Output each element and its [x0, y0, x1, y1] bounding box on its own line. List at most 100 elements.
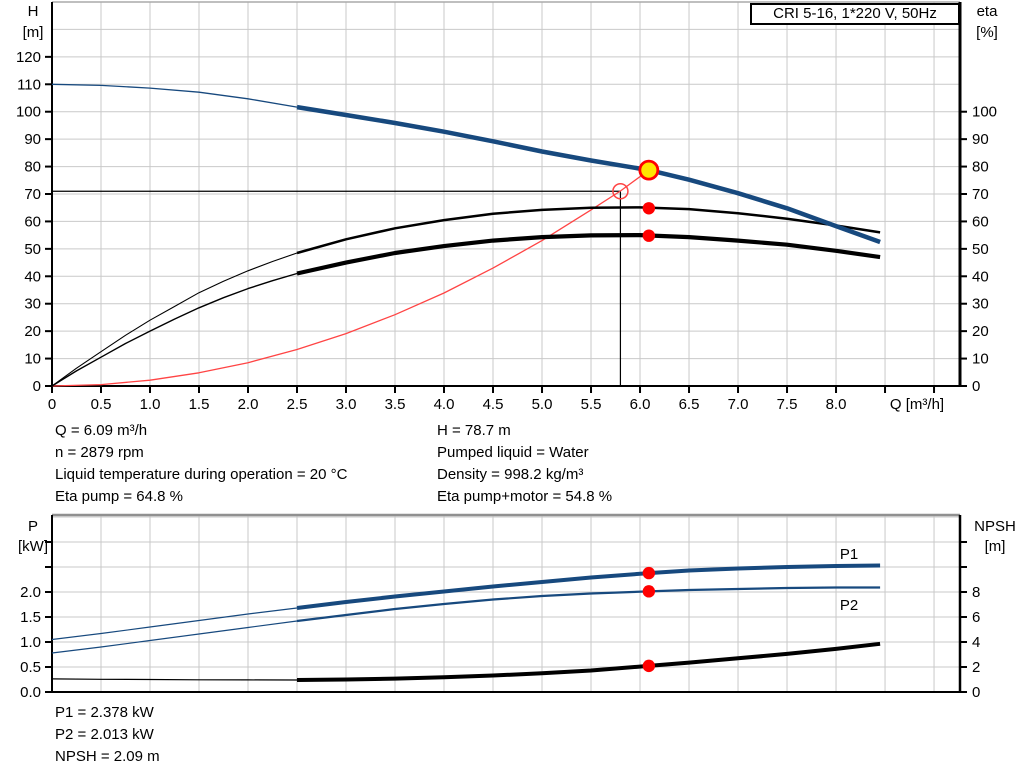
tick-label-x: 4.5: [483, 396, 504, 413]
tick-label-right: 4: [972, 634, 980, 651]
tick-label-right: 2: [972, 659, 980, 676]
info-line-temperature: Liquid temperature during operation = 20…: [55, 466, 348, 483]
tick-label-left: 1.5: [20, 609, 41, 626]
tick-label-left: 80: [24, 159, 41, 176]
tick-label-right: 10: [972, 351, 989, 368]
y-axis-left-label: [kW]: [18, 538, 48, 555]
tick-label-right: 8: [972, 584, 980, 601]
pump-title-box: CRI 5-16, 1*220 V, 50Hz: [750, 3, 960, 25]
tick-label-left: 50: [24, 241, 41, 258]
npsh-curve: [51, 678, 298, 681]
tick-label-right: 80: [972, 159, 989, 176]
y-axis-left-label: H: [28, 3, 39, 20]
tick-label-left: 60: [24, 213, 41, 230]
tick-label-left: 2.0: [20, 584, 41, 601]
p2-curve: [51, 620, 298, 654]
tick-label-x: 7.5: [777, 396, 798, 413]
eta-pump-motor-curve: [296, 233, 881, 276]
tick-label-left: 110: [17, 76, 41, 93]
duty-info-left: Q = 6.09 m³/h n = 2879 rpm Liquid temper…: [55, 420, 347, 508]
y-axis-left-label: P: [28, 518, 38, 535]
tick-label-x: 3.0: [336, 396, 357, 413]
info-line-eta-pump-motor: Eta pump+motor = 54.8 %: [437, 488, 613, 505]
y-axis-right-label: [%]: [976, 24, 998, 41]
power-info: P1 = 2.378 kW P2 = 2.013 kW NPSH = 2.09 …: [55, 702, 160, 768]
tick-label-left: 30: [24, 296, 41, 313]
eta-pump-curve: [296, 206, 881, 255]
series-label-P1: P1: [840, 546, 858, 563]
tick-label-x: 5.0: [532, 396, 553, 413]
tick-label-x: 7.0: [728, 396, 749, 413]
y-axis-left-label: [m]: [23, 24, 44, 41]
info-line-density: Density = 998.2 kg/m³: [437, 466, 584, 483]
p2-point-marker: [642, 585, 656, 598]
series-label-P2: P2: [840, 597, 858, 614]
tick-label-left: 70: [24, 186, 41, 203]
tick-label-right: 0: [972, 378, 980, 395]
info-line-npsh: NPSH = 2.09 m: [55, 748, 160, 765]
eta-pump-motor-curve: [51, 272, 298, 387]
tick-label-right: 20: [972, 323, 989, 340]
tick-label-left: 120: [16, 49, 41, 66]
tick-label-x: 6.5: [679, 396, 700, 413]
x-axis-label: Q [m³/h]: [890, 396, 944, 413]
qh-curve: [51, 83, 298, 108]
eta-pump-curve: [51, 252, 298, 387]
info-line-eta-pump: Eta pump = 64.8 %: [55, 488, 183, 505]
tick-label-right: 70: [972, 186, 989, 203]
tick-label-right: 100: [972, 104, 997, 121]
tick-label-x: 0: [48, 396, 56, 413]
info-line-q: Q = 6.09 m³/h: [55, 422, 148, 439]
tick-label-right: 40: [972, 268, 989, 285]
tick-label-x: 6.0: [630, 396, 651, 413]
pump-title: CRI 5-16, 1*220 V, 50Hz: [773, 5, 937, 22]
tick-label-left: 0: [33, 378, 41, 395]
tick-label-x: 0.5: [91, 396, 112, 413]
tick-label-x: 3.5: [385, 396, 406, 413]
tick-label-x: 8.0: [826, 396, 847, 413]
p2-curve: [296, 586, 881, 623]
tick-label-x: 2.0: [238, 396, 259, 413]
npsh-curve: [296, 641, 881, 682]
tick-label-left: 40: [24, 268, 41, 285]
tick-label-x: 2.5: [287, 396, 308, 413]
y-axis-right-label: eta: [977, 3, 999, 20]
tick-label-x: 1.5: [189, 396, 210, 413]
p1-point-marker: [642, 566, 656, 580]
info-line-head: H = 78.7 m: [437, 422, 511, 439]
tick-label-left: 1.0: [20, 634, 41, 651]
tick-label-right: 30: [972, 296, 989, 313]
tick-label-x: 1.0: [140, 396, 161, 413]
tick-label-left: 0.0: [20, 684, 41, 701]
tick-label-right: 0: [972, 684, 980, 701]
info-line-speed: n = 2879 rpm: [55, 444, 144, 461]
qh-curve: [296, 104, 881, 245]
tick-label-x: 4.0: [434, 396, 455, 413]
y-axis-right-label: NPSH: [974, 518, 1016, 535]
tick-label-left: 0.5: [20, 659, 41, 676]
info-line-p1: P1 = 2.378 kW: [55, 704, 154, 721]
operating-point-marker: [638, 159, 660, 181]
tick-label-left: 100: [16, 104, 41, 121]
p1-curve: [296, 563, 881, 610]
tick-label-right: 60: [972, 213, 989, 230]
tick-label-left: 10: [24, 351, 41, 368]
tick-label-left: 90: [24, 131, 41, 148]
npsh-point-marker: [642, 659, 656, 673]
info-line-liquid: Pumped liquid = Water: [437, 444, 589, 461]
duty-info-right: H = 78.7 m Pumped liquid = Water Density…: [437, 420, 612, 508]
tick-label-x: 5.5: [581, 396, 602, 413]
tick-label-left: 20: [24, 323, 41, 340]
eta-pump-motor-point-marker: [642, 229, 656, 242]
y-axis-right-label: [m]: [985, 538, 1006, 555]
tick-label-right: 90: [972, 131, 989, 148]
tick-label-right: 50: [972, 241, 989, 258]
p1-curve: [51, 607, 298, 641]
info-line-p2: P2 = 2.013 kW: [55, 726, 154, 743]
rated-point-marker: [612, 183, 629, 200]
tick-label-right: 6: [972, 609, 980, 626]
eta-pump-point-marker: [642, 202, 656, 215]
system-curve: [51, 169, 650, 387]
